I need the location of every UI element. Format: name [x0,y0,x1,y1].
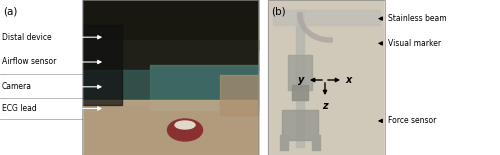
Bar [268,0,385,155]
Text: z: z [322,101,328,111]
Text: (b): (b) [271,6,285,16]
Text: Stainless beam: Stainless beam [388,14,446,23]
Text: Airflow sensor: Airflow sensor [2,58,56,66]
Text: x: x [345,75,351,85]
Text: (a): (a) [3,6,18,16]
Text: Distal device: Distal device [2,33,51,42]
Ellipse shape [175,121,195,129]
Bar [82,0,258,155]
Text: Camera: Camera [2,82,32,91]
Ellipse shape [168,119,202,141]
Text: ECG lead: ECG lead [2,104,37,113]
Text: y: y [298,75,304,85]
Text: Visual marker: Visual marker [388,39,441,48]
Text: Force sensor: Force sensor [388,116,436,125]
